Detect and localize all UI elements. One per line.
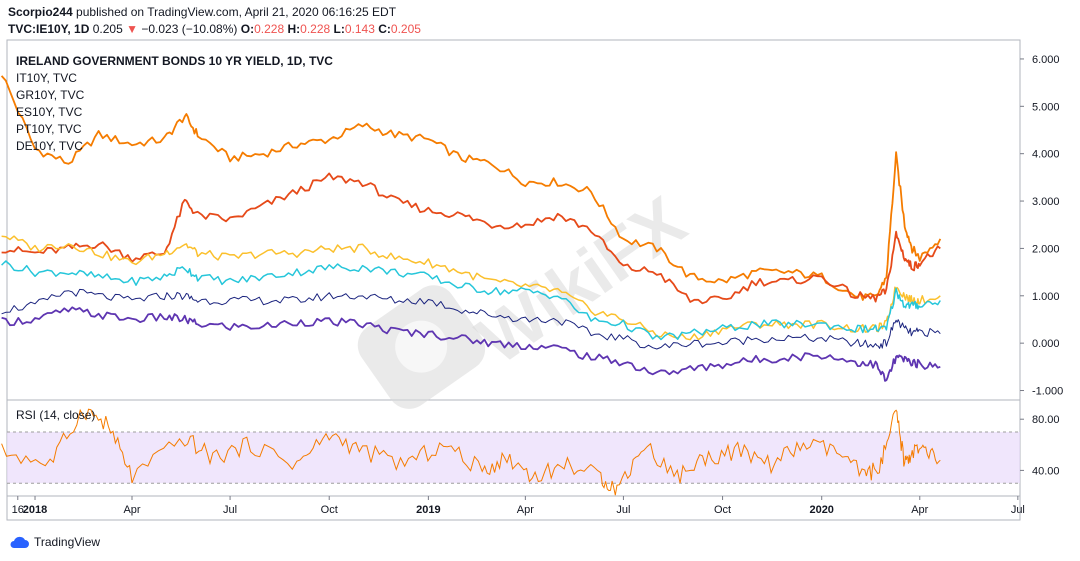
published-text: published on TradingView.com, April 21, … [76,5,397,19]
y-tick-label: 6.000 [1032,54,1060,66]
price-change: −0.023 (−10.08%) [141,22,238,36]
watermark-logo: WikiFX [357,181,699,409]
x-tick-label: Jul [223,504,237,516]
publish-info: Scorpio244 published on TradingView.com,… [8,5,396,19]
rsi-y-tick-label: 40.00 [1032,465,1060,477]
x-tick-label: Jul [616,504,630,516]
y-tick-label: -1.000 [1032,386,1063,398]
close-value: 0.205 [390,22,421,36]
chart-legend: IRELAND GOVERNMENT BONDS 10 YR YIELD, 1D… [16,53,333,155]
rsi-label: RSI (14, close) [16,408,96,422]
series-line-greece[interactable] [0,75,942,301]
series-line-spain[interactable] [1,260,941,341]
y-tick-label: 5.000 [1032,101,1060,113]
rsi-y-tick-label: 80.00 [1032,414,1060,426]
x-tick-label: 2019 [416,504,440,516]
low-label: L: [333,22,345,36]
y-tick-label: 4.000 [1032,149,1060,161]
series-line-portugal[interactable] [1,235,941,341]
legend-item[interactable]: GR10Y, TVC [16,88,85,102]
down-arrow-icon: ▼ [126,22,138,36]
x-tick-label: 2018 [23,504,47,516]
x-tick-label: Oct [714,504,731,516]
x-tick-label: Jul [1011,504,1025,516]
last-price: 0.205 [92,22,123,36]
x-tick-label: 16 [12,504,24,516]
series-line-italy[interactable] [1,172,941,305]
x-tick-label: Apr [911,504,928,516]
legend-item[interactable]: ES10Y, TVC [16,105,83,119]
open-value: 0.228 [254,22,285,36]
y-tick-label: 1.000 [1032,291,1060,303]
plot-frame [6,39,1021,521]
legend-item[interactable]: DE10Y, TVC [16,139,83,153]
y-tick-label: 2.000 [1032,243,1060,255]
tradingview-brand: TradingView [34,535,101,549]
tradingview-logo-icon [10,536,29,548]
open-label: O: [240,22,255,36]
tradingview-footer[interactable]: TradingView [8,535,100,549]
rsi-band [7,432,1020,484]
legend-title: IRELAND GOVERNMENT BONDS 10 YR YIELD, 1D… [16,54,333,68]
x-tick-label: Oct [321,504,338,516]
low-value: 0.143 [344,22,375,36]
legend-item[interactable]: PT10Y, TVC [16,122,82,136]
x-tick-label: Apr [517,504,534,516]
y-tick-label: 0.000 [1032,338,1060,350]
rsi-line[interactable] [1,408,941,496]
y-tick-label: 3.000 [1032,196,1060,208]
series-line-germany[interactable] [1,306,941,382]
symbol-label: TVC:IE10Y, 1D [8,22,90,36]
series-line-ireland[interactable] [1,288,941,350]
close-label: C: [378,22,391,36]
legend-item[interactable]: IT10Y, TVC [16,71,77,85]
author-name: Scorpio244 [8,5,73,19]
x-tick-label: Apr [123,504,140,516]
high-label: H: [287,22,301,36]
ohlc-line: TVC:IE10Y, 1D 0.205 ▼ −0.023 (−10.08%) O… [8,22,421,36]
high-value: 0.228 [300,22,331,36]
x-tick-label: 2020 [809,504,833,516]
